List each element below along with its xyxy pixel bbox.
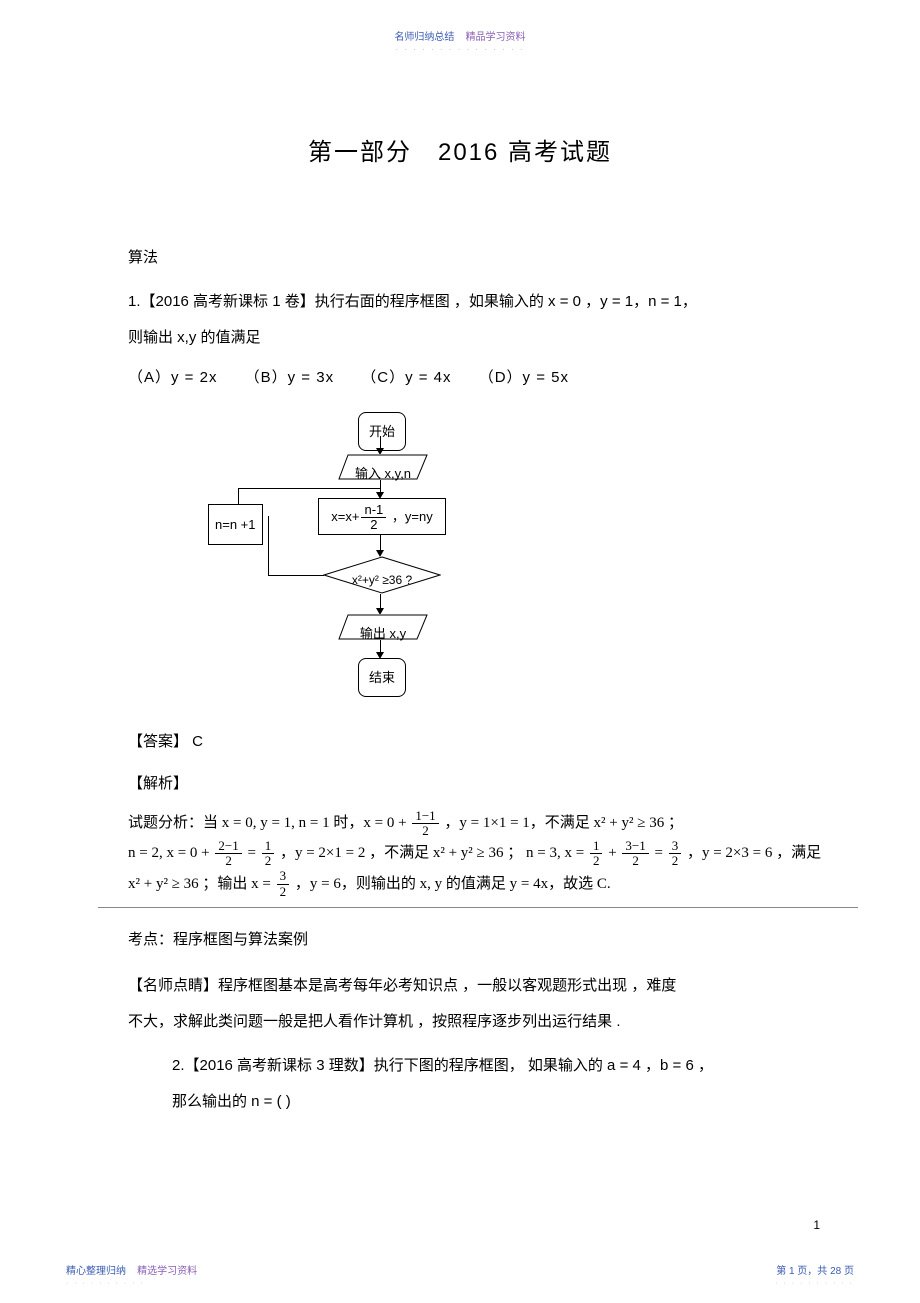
footer-left: 精心整理归纳 精选学习资料 bbox=[66, 1262, 197, 1277]
footer-right: 第 1 页，共 28 页 bbox=[776, 1262, 854, 1277]
fc-output: 输出 x,y bbox=[338, 614, 428, 651]
explain-body: 试题分析：当 x = 0, y = 1, n = 1 时，x = 0 + 1−1… bbox=[98, 808, 858, 908]
answer-label: 【答案】 C bbox=[128, 724, 808, 760]
footer-dots-left: · · · · · · · · · · bbox=[66, 1280, 145, 1287]
explain-head: 【解析】 bbox=[128, 766, 808, 802]
q2-stem: 2.【2016 高考新课标 3 理数】执行下图的程序框图， 如果输入的 a = … bbox=[172, 1048, 808, 1084]
q1-stem-b: 则输出 x,y 的值满足 bbox=[128, 320, 808, 356]
opt-c: （C）y = 4x bbox=[361, 369, 451, 386]
fc-line bbox=[268, 575, 324, 576]
fc-line bbox=[268, 516, 269, 576]
exam-point: 考点：程序框图与算法案例 bbox=[128, 922, 808, 958]
page-header: 名师归纳总结 精品学习资料 · · · · · · · · · · · · · … bbox=[0, 28, 920, 54]
fc-line bbox=[238, 488, 239, 504]
page-title: 第一部分 2016 高考试题 bbox=[0, 132, 920, 167]
footer-dots-right: · · · · · · · · · · bbox=[775, 1280, 854, 1287]
teacher-note-b: 不大，求解此类问题一般是把人看作计算机 ，按照程序逐步列出运行结果 . bbox=[128, 1004, 808, 1040]
fc-loop: n=n +1 bbox=[208, 504, 263, 545]
flowchart: 开始 输入 x,y,n x=x+n-12 ，y=ny x²+y² ≥36 ? n… bbox=[208, 412, 468, 712]
section-heading: 算法 bbox=[128, 240, 808, 276]
opt-b: （B）y = 3x bbox=[245, 369, 334, 386]
q1-options: （A）y = 2x （B）y = 3x （C）y = 4x （D）y = 5x bbox=[128, 360, 808, 396]
fc-end: 结束 bbox=[358, 658, 406, 697]
fc-process: x=x+n-12 ，y=ny bbox=[318, 498, 446, 535]
opt-d: （D）y = 5x bbox=[479, 369, 569, 386]
opt-a: （A）y = 2x bbox=[128, 369, 217, 386]
header-dots: · · · · · · · · · · · · · · · bbox=[0, 45, 920, 54]
fc-line bbox=[238, 488, 380, 489]
fc-start: 开始 bbox=[358, 412, 406, 451]
fc-input: 输入 x,y,n bbox=[338, 454, 428, 491]
q2-sub: 那么输出的 n = ( ) bbox=[172, 1084, 808, 1120]
header-left: 名师归纳总结 bbox=[394, 32, 454, 43]
fc-decision: x²+y² ≥36 ? bbox=[323, 556, 441, 605]
q1-stem-a: 1.【2016 高考新课标 1 卷】执行右面的程序框图 ，如果输入的 x = 0… bbox=[128, 284, 808, 320]
teacher-note-a: 【名师点睛】程序框图基本是高考每年必考知识点 ，一般以客观题形式出现 ，难度 bbox=[128, 968, 808, 1004]
content: 算法 1.【2016 高考新课标 1 卷】执行右面的程序框图 ，如果输入的 x … bbox=[128, 240, 808, 1120]
page-number-side: 1 bbox=[813, 1218, 820, 1232]
header-right: 精品学习资料 bbox=[466, 32, 526, 43]
